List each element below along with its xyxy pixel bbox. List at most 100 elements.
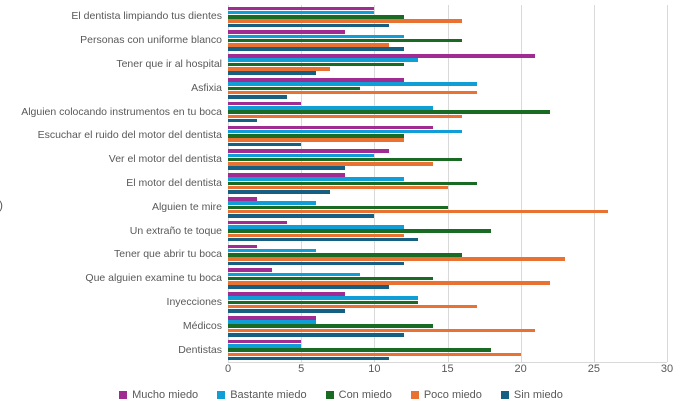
bar-poco-miedo	[228, 43, 389, 47]
bar-bastante-miedo	[228, 248, 316, 253]
category-row: Asfixia	[0, 76, 667, 100]
bar-bastante-miedo	[228, 34, 404, 39]
bar-poco-miedo	[228, 185, 448, 190]
bar-bastante-miedo	[228, 82, 477, 86]
bar-sin-miedo	[228, 142, 302, 147]
legend-label: Bastante miedo	[230, 389, 307, 401]
bar-mucho-miedo	[228, 268, 272, 272]
category-row: Personas con uniforme blanco	[0, 29, 667, 53]
category-label: El dentista limpiando tus dientes	[71, 10, 222, 23]
bar-sin-miedo	[228, 23, 389, 28]
bar-bastante-miedo	[228, 106, 433, 110]
bar-group	[228, 219, 667, 243]
bar-sin-miedo	[228, 261, 404, 266]
bar-mucho-miedo	[228, 78, 404, 82]
bar-poco-miedo	[228, 281, 550, 285]
bar-sin-miedo	[228, 166, 346, 170]
category-label: Médicos	[182, 319, 222, 332]
legend-label: Mucho miedo	[132, 389, 199, 401]
gridline	[593, 5, 595, 362]
category-label: Dentistas	[178, 343, 222, 356]
bar-mucho-miedo	[228, 125, 433, 130]
bar-sin-miedo	[228, 71, 316, 75]
bar-group	[228, 243, 667, 267]
bar-bastante-miedo	[228, 296, 419, 300]
bar-bastante-miedo	[228, 10, 375, 15]
legend-swatch-icon	[119, 391, 128, 399]
bar-sin-miedo	[228, 356, 389, 361]
bar-bastante-miedo	[228, 129, 463, 134]
category-label: Alguien te mire	[151, 200, 222, 213]
legend-item-sin-miedo: Sin miedo	[500, 389, 563, 401]
bar-poco-miedo	[228, 304, 477, 309]
gridline	[667, 5, 668, 362]
x-tick-label: 30	[660, 363, 674, 375]
bar-con-miedo	[228, 348, 492, 352]
bar-con-miedo	[228, 300, 419, 305]
category-row: Alguien te mire	[0, 195, 667, 219]
legend: Mucho miedo Bastante miedo Con miedo Poco m…	[0, 389, 682, 401]
bar-con-miedo	[228, 86, 360, 91]
bar-group	[228, 195, 667, 219]
bar-mucho-miedo	[228, 173, 346, 177]
chart-rows: El dentista limpiando tus dientes Persona…	[0, 5, 667, 362]
x-tick-label: 15	[441, 363, 454, 375]
bar-sin-miedo	[228, 285, 389, 289]
gridline	[520, 5, 522, 362]
bar-group	[228, 314, 667, 338]
legend-item-poco-miedo: Poco miedo	[410, 389, 482, 401]
bar-con-miedo	[228, 157, 463, 162]
category-label: Ver el motor del dentista	[108, 153, 222, 166]
bar-bastante-miedo	[228, 153, 375, 158]
bar-poco-miedo	[228, 162, 433, 166]
bar-poco-miedo	[228, 352, 521, 357]
legend-label: Poco miedo	[423, 389, 482, 401]
category-label: Escuchar el ruido del motor del dentista	[37, 129, 222, 142]
legend-swatch-icon	[325, 391, 334, 399]
bar-con-miedo	[228, 324, 433, 329]
bar-mucho-miedo	[228, 101, 302, 106]
legend-item-mucho-miedo: Mucho miedo	[119, 389, 198, 401]
bar-con-miedo	[228, 62, 404, 67]
bar-bastante-miedo	[228, 201, 316, 205]
legend-swatch-icon	[410, 391, 419, 399]
bar-sin-miedo	[228, 237, 419, 242]
plot-area: El dentista limpiando tus dientes Persona…	[0, 5, 668, 363]
bar-sin-miedo	[228, 332, 404, 337]
bar-group	[228, 29, 667, 53]
bar-group	[228, 148, 667, 172]
category-label: Un extraño te toque	[129, 224, 222, 237]
bar-mucho-miedo	[228, 149, 389, 153]
category-row: Tener que abrir tu boca	[0, 243, 667, 267]
bar-mucho-miedo	[228, 244, 258, 249]
bar-group	[228, 172, 667, 196]
bar-poco-miedo	[228, 209, 609, 214]
category-row: El dentista limpiando tus dientes	[0, 5, 667, 29]
bar-group	[228, 5, 667, 29]
bar-poco-miedo	[228, 257, 565, 261]
category-row: Tener que ir al hospital	[0, 53, 667, 77]
legend-item-bastante-miedo: Bastante miedo	[217, 389, 307, 401]
legend-swatch-icon	[217, 391, 226, 399]
bar-mucho-miedo	[228, 30, 346, 34]
bar-poco-miedo	[228, 328, 536, 333]
category-label: Tener que ir al hospital	[116, 57, 222, 70]
bar-group	[228, 291, 667, 315]
bar-poco-miedo	[228, 233, 404, 238]
bar-bastante-miedo	[228, 225, 404, 229]
bar-sin-miedo	[228, 213, 375, 218]
category-row: Ver el motor del dentista	[0, 148, 667, 172]
bar-sin-miedo	[228, 94, 287, 99]
bar-sin-miedo	[228, 190, 331, 194]
bar-poco-miedo	[228, 90, 477, 95]
category-label: Que alguien examine tu boca	[85, 272, 222, 285]
category-row: Dentistas	[0, 338, 667, 362]
bar-con-miedo	[228, 110, 550, 114]
category-row: Escuchar el ruido del motor del dentista	[0, 124, 667, 148]
bar-mucho-miedo	[228, 292, 346, 296]
category-row: Inyecciones	[0, 291, 667, 315]
category-label: Asfixia	[191, 81, 222, 94]
legend-swatch-icon	[500, 391, 509, 399]
bar-mucho-miedo	[228, 6, 375, 11]
